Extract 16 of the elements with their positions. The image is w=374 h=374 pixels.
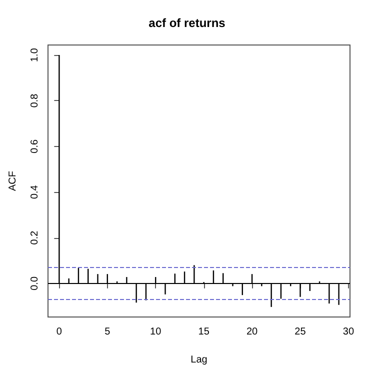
x-tick-label: 30 (342, 326, 354, 338)
y-tick-label: 1.0 (30, 48, 40, 62)
y-tick-label: 0.0 (30, 276, 40, 290)
x-tick-label: 0 (56, 326, 62, 338)
x-tick-label: 25 (294, 326, 306, 338)
y-tick-label: 0.4 (30, 184, 40, 200)
y-tick-label: 0.2 (30, 230, 40, 245)
x-tick-label: 20 (246, 326, 258, 338)
y-tick-label: 0.6 (30, 139, 40, 154)
chart-title: acf of returns (148, 16, 226, 30)
x-axis-title: Lag (190, 354, 208, 366)
y-tick-label: 0.8 (30, 93, 40, 108)
y-axis-title: ACF (8, 171, 18, 191)
x-tick-label: 5 (104, 326, 111, 338)
x-tick-label: 15 (198, 326, 210, 338)
x-tick-label: 10 (150, 326, 162, 338)
